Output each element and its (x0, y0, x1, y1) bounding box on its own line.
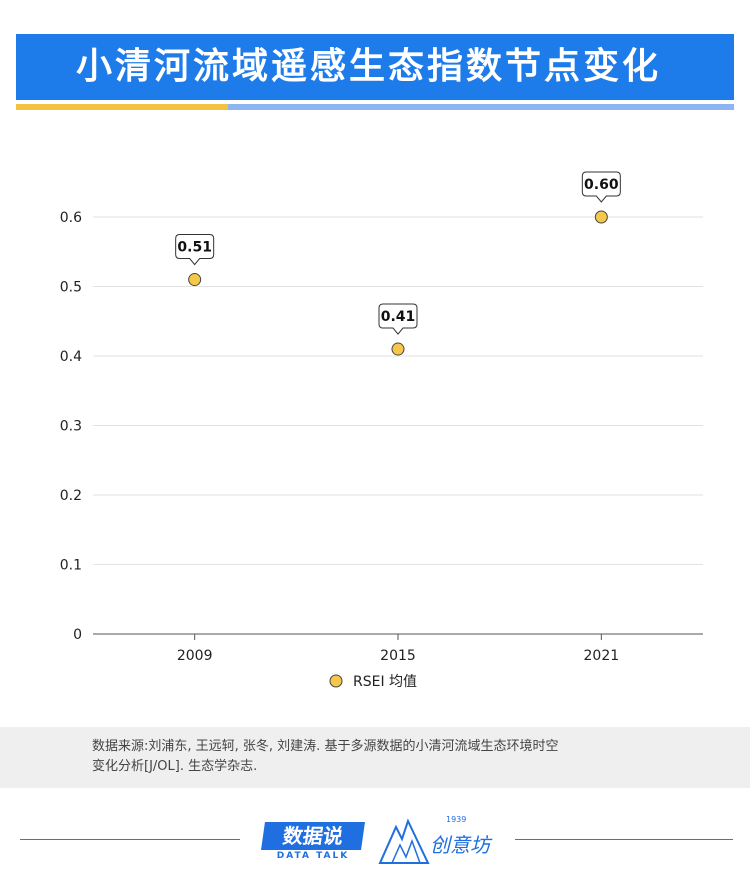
y-tick-label: 0.3 (60, 419, 82, 435)
legend-label: RSEI 均值 (353, 674, 417, 690)
data-label: 0.60 (584, 177, 619, 193)
y-tick-label: 0 (73, 627, 82, 643)
source-line-2: 变化分析[J/OL]. 生态学杂志. (92, 759, 258, 774)
title-underline-blue (228, 104, 734, 110)
source-box: 数据来源:刘浦东, 王远轲, 张冬, 刘建涛. 基于多源数据的小清河流域生态环境… (0, 727, 750, 788)
data-label: 0.41 (381, 309, 416, 325)
x-tick-label: 2009 (177, 648, 213, 664)
footer-divider-right (515, 839, 733, 840)
y-tick-label: 0.2 (60, 488, 82, 504)
x-tick-label: 2021 (584, 648, 620, 664)
x-tick-label: 2015 (380, 648, 416, 664)
data-point (391, 342, 405, 356)
data-label-callout (581, 171, 621, 203)
title-underline-yellow (16, 104, 228, 110)
source-text: 数据来源:刘浦东, 王远轲, 张冬, 刘建涛. 基于多源数据的小清河流域生态环境… (92, 737, 672, 777)
rsei-chart: 0 0.1 0.2 0.3 0.4 0.5 0.6 2009 2015 2021 0.51 0.41 0… (60, 171, 703, 690)
source-line-1: 数据来源:刘浦东, 王远轲, 张冬, 刘建涛. 基于多源数据的小清河流域生态环境… (92, 739, 559, 754)
data-label-callout (175, 234, 215, 266)
data-point (594, 210, 608, 224)
data-point (188, 273, 202, 287)
data-talk-logo-main: 数据说 (261, 822, 365, 850)
footer-divider-left (20, 839, 240, 840)
data-talk-logo: 数据说 DATA TALK (261, 822, 365, 862)
data-label: 0.51 (177, 240, 212, 256)
logo-text: 创意坊 (430, 833, 490, 857)
y-tick-label: 0.1 (60, 558, 82, 574)
data-talk-logo-sub: DATA TALK (276, 851, 350, 861)
logo-year: 1939 (446, 815, 467, 824)
mountain-icon (378, 818, 430, 864)
page-title: 小清河流域遥感生态指数节点变化 (76, 46, 662, 87)
creative-workshop-logo: 1939 创意坊 (378, 815, 490, 865)
legend-marker (329, 674, 343, 688)
title-bar: 小清河流域遥感生态指数节点变化 (16, 34, 734, 100)
data-label-callout (378, 303, 418, 335)
y-tick-label: 0.4 (60, 349, 82, 365)
y-tick-label: 0.5 (60, 280, 82, 296)
y-tick-label: 0.6 (60, 210, 82, 226)
